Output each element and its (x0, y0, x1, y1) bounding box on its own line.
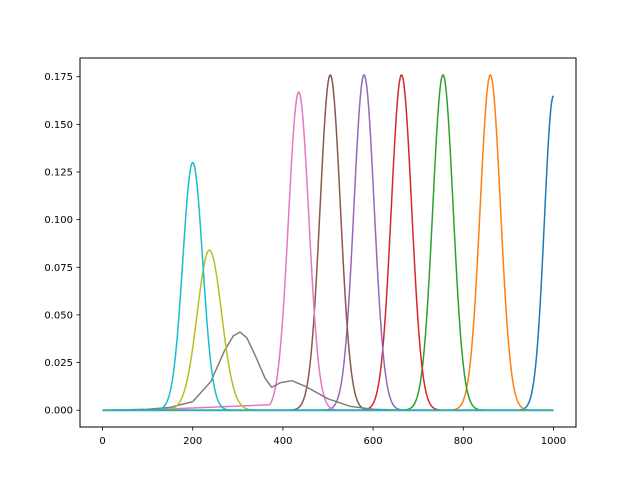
plot-area (102, 74, 555, 412)
y-tick-label: 0.125 (44, 167, 73, 178)
y-tick-label: 0.100 (44, 215, 73, 226)
y-tick-label: 0.075 (44, 263, 73, 274)
y-tick-label: 0.175 (44, 72, 73, 83)
x-tick-label: 1000 (541, 436, 566, 447)
y-tick-label: 0.000 (44, 406, 73, 417)
x-tick-label: 600 (364, 436, 383, 447)
y-axis: 0.000 0.025 0.050 0.075 0.100 0.125 0.150 0.175 (44, 72, 80, 417)
axes-frame (79, 57, 577, 428)
line-series-8 (102, 331, 554, 411)
y-tick-label: 0.025 (44, 358, 73, 369)
y-tick-label: 0.150 (44, 120, 73, 131)
x-tick-label: 800 (454, 436, 473, 447)
x-tick-label: 400 (273, 436, 292, 447)
x-tick-label: 200 (183, 436, 202, 447)
x-tick-label: 0 (99, 436, 105, 447)
x-axis: 0 200 400 600 800 1000 (99, 427, 566, 447)
y-tick-label: 0.050 (44, 310, 73, 321)
